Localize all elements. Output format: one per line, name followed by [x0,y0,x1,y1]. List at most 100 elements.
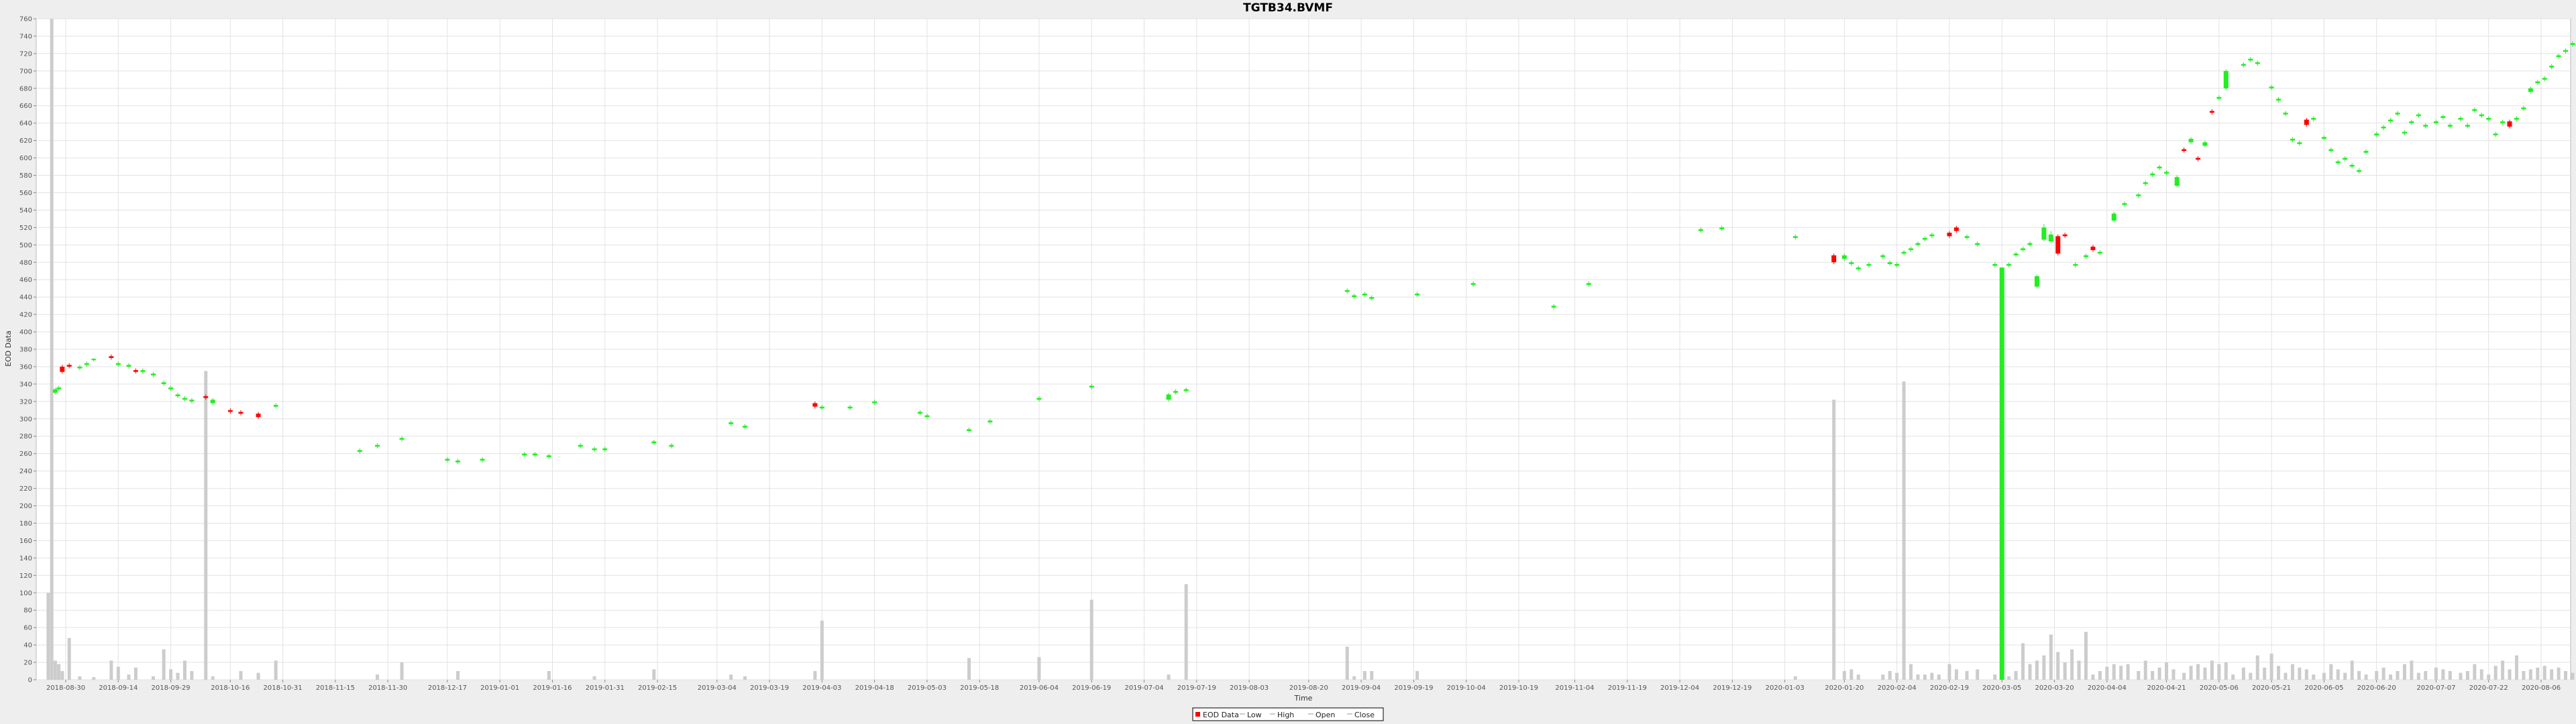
y-tick-label: 380 [19,347,32,354]
volume-bars [46,19,2575,680]
volume-bar [1902,381,1906,680]
volume-bar [1832,400,1836,680]
volume-bar [2189,666,2193,680]
volume-bar [1089,599,1093,680]
volume-bar [2014,671,2018,680]
volume-bar [2091,674,2095,680]
volume-bar [1793,676,1797,680]
volume-bar [2196,664,2200,680]
x-tick-label: 2020-04-04 [2088,684,2127,692]
legend: EOD Data Low High Open Close [1192,707,1384,721]
volume-bar [2007,676,2011,680]
legend-item-high: High [1277,711,1294,719]
volume-bar [2255,655,2259,680]
volume-bar [2465,671,2469,680]
candle-body [2122,203,2127,205]
candles [52,41,2575,680]
candle-body [2041,227,2047,240]
x-tick-label: 2018-11-30 [368,684,407,692]
volume-bar [127,674,131,680]
candle-body [2055,236,2061,254]
candle-body [1909,248,1914,251]
candle-body [2542,78,2547,80]
candle-body [150,373,156,375]
volume-bar [2402,664,2406,680]
volume-bar [2021,643,2025,680]
x-tick-label: 2020-01-03 [1766,684,1805,692]
candle-body [399,438,405,440]
x-tick-label: 2019-06-19 [1072,684,1111,692]
y-tick-label: 60 [23,625,32,632]
x-tick-label: 2018-10-16 [211,684,250,692]
y-tick-label: 740 [19,33,32,40]
volume-bar [2550,669,2554,680]
y-tick-label: 560 [19,190,32,197]
x-tick-label: 2020-07-22 [2469,684,2508,692]
x-tick-label: 2020-04-21 [2147,684,2186,692]
candle-body [2514,117,2519,120]
volume-bar [1993,674,1997,680]
candle-body [210,400,215,404]
x-tick-label: 2020-08-06 [2522,684,2561,692]
volume-bar [2312,674,2316,680]
volume-bar [2571,672,2575,680]
candle-body [2563,50,2569,52]
candle-body [203,396,209,398]
x-tick-label: 2019-11-19 [1608,684,1647,692]
candle-body [2357,170,2362,172]
candle-body [1344,290,1350,292]
volume-bar [2241,667,2245,680]
volume-bar [2070,649,2074,680]
candle-body [2150,173,2155,176]
volume-bar [1965,671,1969,680]
candle-body [227,410,233,412]
candle-body [546,455,551,457]
candle-body [1849,262,1854,264]
candle-body [1369,297,1375,299]
candle-body [1089,385,1094,388]
volume-bar [2217,664,2221,680]
volume-bar [1888,671,1892,680]
candle-body [115,363,121,365]
candle-body [2248,58,2253,61]
y-tick-label: 40 [23,642,32,650]
y-tick-label: 680 [19,85,32,93]
candle-body [743,426,748,428]
candle-body [2343,158,2348,160]
candle-body [1586,283,1591,285]
volume-bar [1167,674,1171,680]
y-tick-label: 720 [19,50,32,58]
candle-body [1929,234,1935,237]
volume-bar [743,676,747,680]
candle-body [1831,255,1837,263]
candle-body [522,453,527,456]
y-axis-ticks: 0 20 40 60 80 100 120 140 160 180 200 220 240 260 280 3… [19,16,36,684]
chart-title: TGTB34.BVMF [1243,1,1333,15]
y-tick-label: 20 [23,660,32,667]
volume-bar [1370,671,1374,680]
candle-body [2290,139,2295,141]
x-tick-label: 2019-08-20 [1289,684,1328,692]
candle-body [2381,126,2386,129]
candle-body [2209,111,2214,113]
x-tick-label: 2018-11-15 [316,684,355,692]
candle-body [2216,97,2222,99]
candle-body [2157,166,2162,169]
volume-bar [78,676,82,680]
volume-bar [2473,664,2477,680]
candle-body [2188,139,2194,143]
x-tick-label: 2019-10-04 [1447,684,1486,692]
volume-bar [2416,672,2420,680]
candle-body [2363,151,2369,153]
candle-body [2447,125,2453,127]
volume-bar [2424,671,2428,680]
volume-bar [2035,660,2039,680]
volume-bar [2557,667,2561,680]
y-tick-label: 420 [19,312,32,319]
candle-body [1915,243,1921,245]
volume-bar [2143,660,2147,680]
candle-body [2472,109,2477,111]
candle-body [2276,99,2282,101]
volume-bar [57,664,61,680]
x-tick-label: 2019-05-18 [960,684,999,692]
